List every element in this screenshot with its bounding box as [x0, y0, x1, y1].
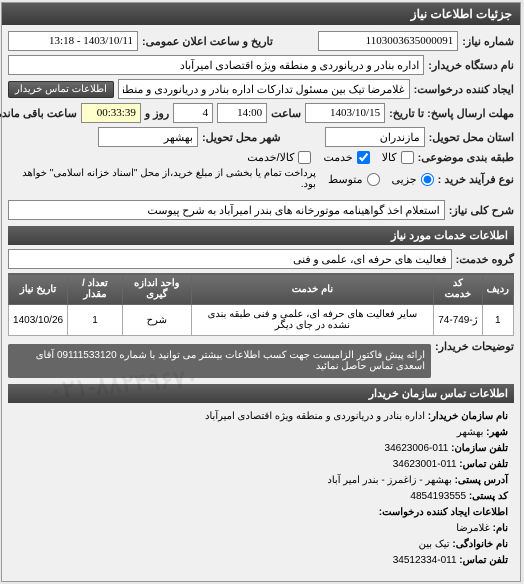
main-desc-field[interactable]	[9, 200, 446, 220]
requester-field[interactable]	[119, 79, 411, 99]
chk-goods-service-label: کالا/خدمت	[248, 151, 295, 164]
province-field[interactable]	[326, 127, 426, 147]
pub-date-label: تاریخ و ساعت اعلان عمومی:	[143, 35, 274, 48]
chk-goods[interactable]	[402, 151, 415, 164]
f-city-label: شهر:	[487, 427, 509, 438]
chk-service[interactable]	[358, 151, 371, 164]
f-org: اداره بنادر و دریانوردی و منطقه ویژه اقت…	[206, 411, 426, 422]
f-fax: 011-34623001	[394, 459, 458, 470]
f-fax-label: تلفن تماس:	[460, 459, 509, 470]
requester-label: ایجاد کننده درخواست:	[415, 83, 515, 96]
table-header-row: ردیف کد خدمت نام خدمت واحد اندازه گیری ت…	[10, 274, 515, 305]
f-lname-label: نام خانوادگی:	[453, 539, 509, 550]
buyer-field[interactable]	[9, 55, 425, 75]
row-main-desc: شرح کلی نیاز:	[9, 200, 515, 220]
deadline-label: مهلت ارسال پاسخ: تا تاریخ:	[390, 107, 515, 120]
radio-medium[interactable]	[368, 173, 381, 186]
footer-title: اطلاعات تماس سازمان خریدار	[9, 384, 515, 403]
pub-date-field[interactable]	[9, 31, 139, 51]
remaining-label: ساعت باقی مانده	[0, 107, 78, 120]
f-name-label: نام:	[494, 523, 509, 534]
f-phone: 011-34512334	[394, 555, 458, 566]
main-desc-label: شرح کلی نیاز:	[450, 204, 515, 217]
radio-medium-label: متوسط	[329, 173, 364, 186]
panel-body: شماره نیاز: تاریخ و ساعت اعلان عمومی: نا…	[3, 25, 521, 581]
province-label: استان محل تحویل:	[430, 131, 515, 144]
service-section-title: اطلاعات خدمات مورد نیاز	[9, 226, 515, 245]
table-row[interactable]: 1 ژ-749-74 سایر فعالیت های حرفه ای، علمی…	[10, 305, 515, 336]
th-3: واحد اندازه گیری	[123, 274, 192, 305]
row-requester: ایجاد کننده درخواست: اطلاعات تماس خریدار	[9, 79, 515, 99]
main-panel: جزئیات اطلاعات نیاز شماره نیاز: تاریخ و …	[2, 2, 522, 582]
contact-button[interactable]: اطلاعات تماس خریدار	[9, 81, 115, 98]
th-4: تعداد / مقدار	[69, 274, 124, 305]
row-pkg: طبقه بندی موضوعی: کالا خدمت کالا/خدمت	[9, 151, 515, 164]
deadline-date-field[interactable]	[306, 103, 386, 123]
td-2: سایر فعالیت های حرفه ای، علمی و فنی طبقه…	[192, 305, 435, 336]
pkg-label: طبقه بندی موضوعی:	[419, 151, 515, 164]
row-process: نوع فرآیند خرید : جزیی متوسط پرداخت تمام…	[9, 168, 515, 190]
f-post-label: کد پستی:	[470, 491, 509, 502]
group-field[interactable]	[9, 249, 453, 269]
f-tel-label: تلفن سازمان:	[452, 443, 509, 454]
f-post: 4854193555	[411, 491, 467, 502]
row-buyer: نام دستگاه خریدار:	[9, 55, 515, 75]
td-0: 1	[483, 305, 514, 336]
chk-goods-service[interactable]	[299, 151, 312, 164]
f-phone-label: تلفن تماس:	[460, 555, 509, 566]
days-label: روز و	[146, 107, 170, 120]
city-label: شهر محل تحویل:	[203, 131, 282, 144]
f-addr-label: آدرس پستی:	[456, 475, 509, 486]
th-1: کد خدمت	[435, 274, 483, 305]
service-table: ردیف کد خدمت نام خدمت واحد اندازه گیری ت…	[9, 273, 515, 336]
note-label: توضیحات خریدار:	[436, 340, 515, 353]
row-req-no: شماره نیاز: تاریخ و ساعت اعلان عمومی:	[9, 31, 515, 51]
city-field[interactable]	[99, 127, 199, 147]
row-deadline: مهلت ارسال پاسخ: تا تاریخ: ساعت روز و سا…	[9, 103, 515, 123]
days-field[interactable]	[174, 103, 214, 123]
f-city: بهشهر	[458, 427, 484, 438]
process-label: نوع فرآیند خرید :	[439, 173, 515, 186]
f-name: غلامرضا	[457, 523, 491, 534]
chk-goods-label: کالا	[383, 151, 398, 164]
f-lname: تیک بین	[420, 539, 451, 550]
radio-small-label: جزیی	[393, 173, 418, 186]
req-no-label: شماره نیاز:	[463, 35, 515, 48]
f-sec2: اطلاعات ایجاد کننده درخواست:	[15, 505, 509, 521]
td-4: 1	[69, 305, 124, 336]
td-3: شرح	[123, 305, 192, 336]
note-box: ارائه پیش فاکتور الزامیست جهت کسب اطلاعا…	[9, 344, 432, 378]
th-2: نام خدمت	[192, 274, 435, 305]
th-0: ردیف	[483, 274, 514, 305]
row-service-group: گروه خدمت:	[9, 249, 515, 269]
td-5: 1403/10/26	[10, 305, 69, 336]
panel-title: جزئیات اطلاعات نیاز	[3, 3, 521, 25]
f-addr: بهشهر - زاغمرز - بندر امیر آباد	[328, 475, 452, 486]
deadline-time-field[interactable]	[218, 103, 268, 123]
f-org-label: نام سازمان خریدار:	[429, 411, 509, 422]
remaining-field	[82, 103, 142, 123]
td-1: ژ-749-74	[435, 305, 483, 336]
group-label: گروه خدمت:	[457, 253, 515, 266]
process-note: پرداخت تمام یا بخشی از مبلغ خرید،از محل …	[9, 168, 317, 190]
footer-block: نام سازمان خریدار: اداره بنادر و دریانور…	[9, 403, 515, 575]
th-5: تاریخ نیاز	[10, 274, 69, 305]
row-location: استان محل تحویل: شهر محل تحویل:	[9, 127, 515, 147]
f-tel: 011-34623006	[386, 443, 450, 454]
radio-small[interactable]	[422, 173, 435, 186]
buyer-label: نام دستگاه خریدار:	[429, 59, 515, 72]
row-note: توضیحات خریدار: ارائه پیش فاکتور الزامیس…	[9, 340, 515, 378]
time-label: ساعت	[272, 107, 302, 120]
req-no-field[interactable]	[319, 31, 459, 51]
chk-service-label: خدمت	[324, 151, 353, 164]
